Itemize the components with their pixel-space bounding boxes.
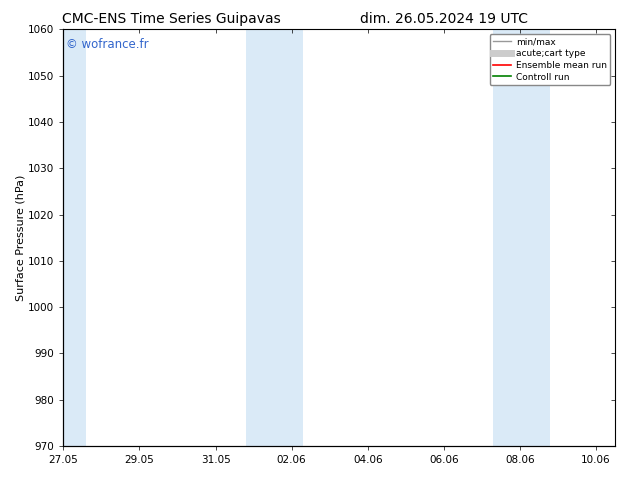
Bar (493, 29, 550, 446)
Bar (52, 29, 86, 446)
Text: dim. 26.05.2024 19 UTC: dim. 26.05.2024 19 UTC (360, 12, 527, 26)
Legend: min/max, acute;cart type, Ensemble mean run, Controll run: min/max, acute;cart type, Ensemble mean … (489, 34, 611, 85)
Y-axis label: Surface Pressure (hPa): Surface Pressure (hPa) (15, 174, 25, 301)
Bar (246, 29, 303, 446)
Text: © wofrance.fr: © wofrance.fr (66, 38, 149, 51)
Text: CMC-ENS Time Series Guipavas: CMC-ENS Time Series Guipavas (61, 12, 281, 26)
